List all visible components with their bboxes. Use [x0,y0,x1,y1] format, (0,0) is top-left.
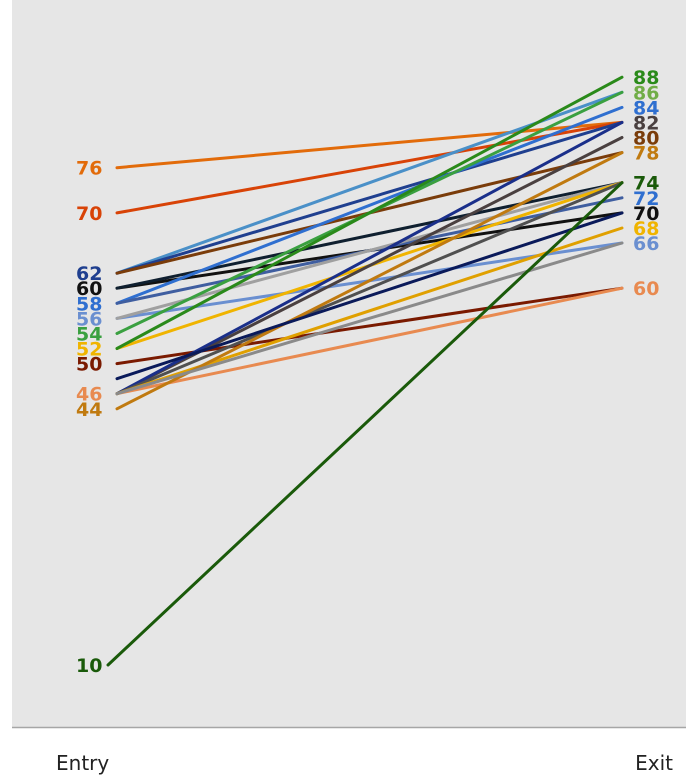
series-line [106,181,624,667]
exit-value-label: 66 [633,233,659,255]
series-line [115,75,624,350]
entry-value-label: 60 [76,278,102,300]
x-tick-label-exit: Exit [635,751,673,775]
series-line [115,286,624,396]
entry-value-label: 46 [76,384,102,406]
exit-value-label: 86 [633,82,659,104]
series-line [115,120,624,396]
exit-value-label: 88 [633,67,659,89]
series-line [115,105,624,305]
exit-value-label: 82 [633,112,659,134]
entry-value-label: 52 [76,339,102,361]
exit-value-label: 84 [633,97,659,119]
series-line [115,120,624,215]
entry-value-label: 44 [76,399,102,421]
series-lines [106,75,624,667]
series-line [115,181,624,320]
series-line [115,120,624,170]
exit-value-label: 72 [633,188,659,210]
entry-value-label: 56 [76,308,102,330]
series-line [115,151,624,411]
entry-value-label: 58 [76,293,102,315]
series-line [115,211,624,381]
exit-value-label: 80 [633,128,659,150]
exit-value-label: 60 [633,278,659,300]
exit-value-label: 68 [633,218,659,240]
entry-value-label: 70 [76,203,102,225]
entry-value-label: 76 [76,158,102,180]
series-line [115,241,624,396]
x-tick-label-entry: Entry [56,751,109,775]
exit-value-label: 78 [633,143,659,165]
entry-value-label: 50 [76,354,102,376]
entry-value-label: 62 [76,263,102,285]
exit-value-label: 70 [633,203,659,225]
series-line [115,181,624,396]
entry-value-label: 10 [76,655,102,677]
entry-value-label: 54 [76,324,102,346]
exit-value-label: 74 [633,173,659,195]
series-line [115,120,624,275]
